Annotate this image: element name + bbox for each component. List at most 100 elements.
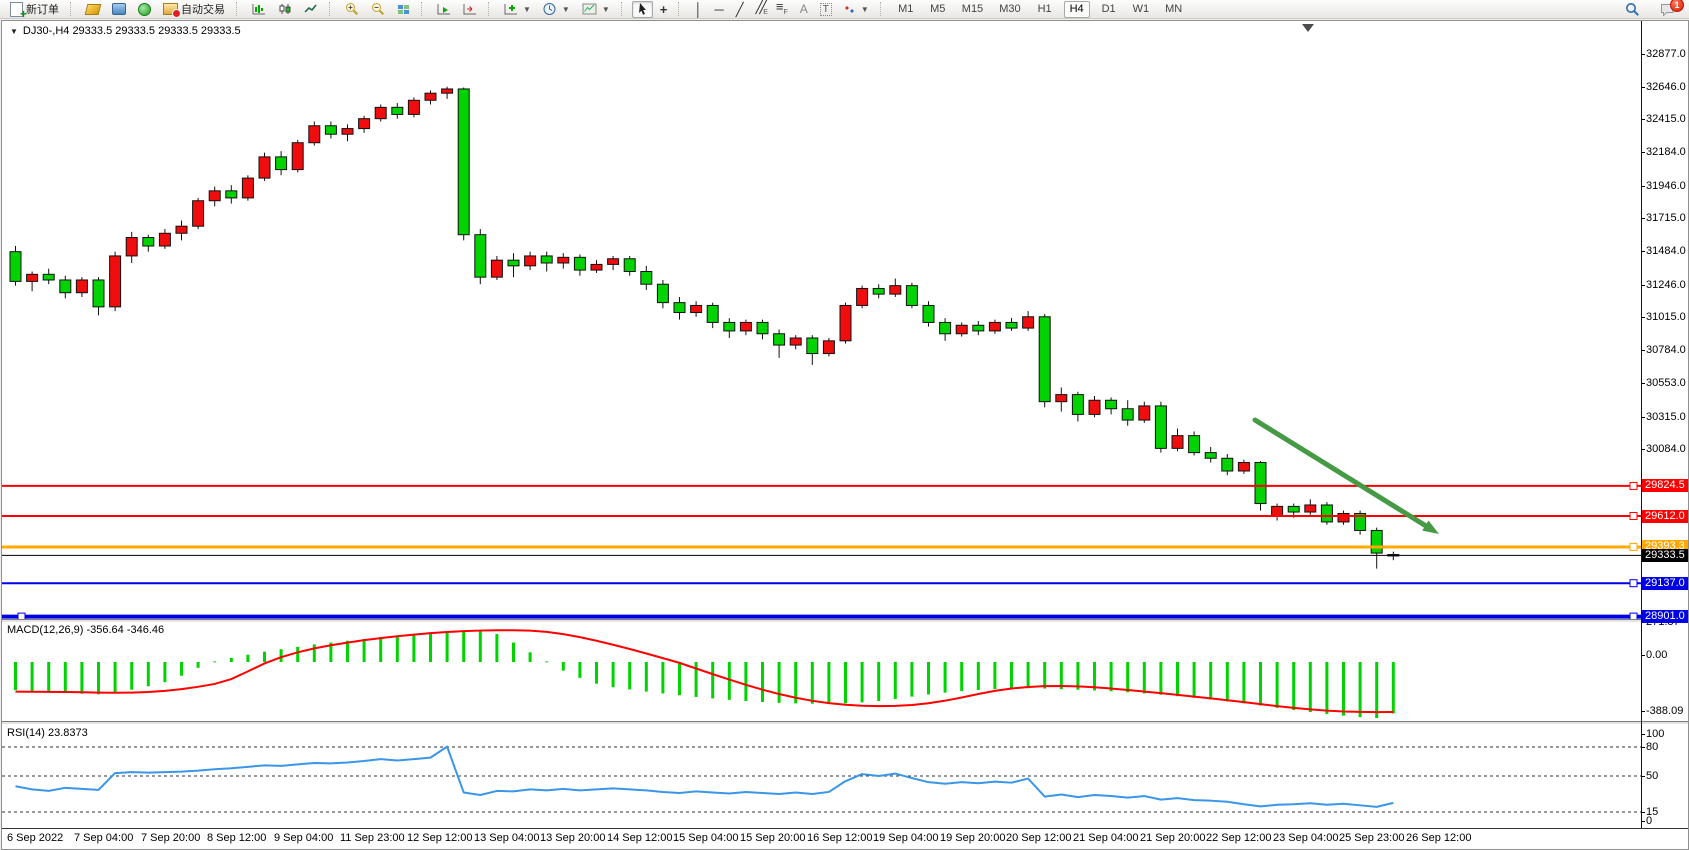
- equidistant-channel-button[interactable]: ╱╱E: [751, 0, 769, 18]
- tile-windows-icon: [398, 4, 409, 14]
- rsi-axis-label: 15: [1641, 806, 1659, 818]
- vertical-line-button[interactable]: │: [689, 1, 707, 18]
- time-label: 6 Sep 2022: [7, 832, 64, 844]
- macd-axis-label: -388.09: [1641, 705, 1684, 717]
- timeframe-MN[interactable]: MN: [1160, 1, 1187, 18]
- chart-title-text: DJ30-,H4 29333.5 29333.5 29333.5 29333.5: [22, 25, 241, 37]
- time-label: 25 Sep 23:00: [1339, 832, 1405, 844]
- timeframe-H4[interactable]: H4: [1063, 0, 1090, 18]
- search-icon: [1626, 2, 1639, 16]
- time-label: 21 Sep 04:00: [1073, 832, 1139, 844]
- bar-chart-button[interactable]: [247, 1, 271, 18]
- navigator-button[interactable]: [107, 1, 131, 18]
- time-label: 14 Sep 12:00: [607, 832, 673, 844]
- line-chart-button[interactable]: [299, 1, 323, 18]
- macd-signal-line: [15, 629, 1394, 714]
- price-line-badge: 29137.0: [1642, 576, 1688, 590]
- candles-layer: [9, 86, 1400, 569]
- price-tick: 30315.0: [1642, 410, 1686, 423]
- price-tick: 31246.0: [1642, 278, 1686, 291]
- timeframe-M30[interactable]: M30: [994, 1, 1025, 18]
- periods-button[interactable]: ▼: [538, 1, 575, 18]
- time-label: 9 Sep 04:00: [274, 832, 334, 844]
- text-button[interactable]: A: [795, 1, 813, 18]
- fibonacci-button[interactable]: ≡F: [771, 0, 793, 18]
- toolbar-separator: [236, 2, 241, 16]
- chart-menu-icon[interactable]: ▼: [10, 27, 18, 36]
- autotrading-button[interactable]: 自动交易: [158, 1, 230, 18]
- timeframe-D1[interactable]: D1: [1096, 1, 1122, 18]
- panel-divider[interactable]: [2, 619, 1688, 620]
- trend-arrow-head: [1422, 520, 1439, 534]
- price-chart-canvas[interactable]: [2, 21, 1641, 619]
- crosshair-button[interactable]: +: [655, 1, 673, 18]
- search-button[interactable]: [1620, 1, 1645, 18]
- time-label: 23 Sep 04:00: [1273, 832, 1339, 844]
- signals-button[interactable]: [133, 1, 156, 18]
- trendline-button[interactable]: ╱: [731, 1, 749, 18]
- cursor-icon: [638, 2, 646, 15]
- tile-windows-button[interactable]: [392, 1, 415, 18]
- toolbar-separator: [620, 2, 626, 16]
- price-tick: 30784.0: [1642, 344, 1686, 357]
- price-axis[interactable]: 32877.0 32646.0 32415.0 32184.0 31946.0 31715…: [1641, 21, 1688, 828]
- price-line-badge: 29612.0: [1642, 509, 1688, 523]
- notifications-button[interactable]: 1: [1655, 0, 1684, 18]
- macd-label: MACD(12,26,9) -356.64 -346.46: [7, 624, 165, 636]
- auto-scroll-button[interactable]: [432, 1, 456, 18]
- zoom-out-button[interactable]: [366, 1, 390, 18]
- trendline-icon: ╱: [735, 1, 744, 17]
- chart-window: ▼ DJ30-,H4 29333.5 29333.5 29333.5 29333.…: [1, 20, 1689, 850]
- current-price-badge: 29333.5: [1642, 548, 1688, 562]
- time-label: 21 Sep 20:00: [1140, 832, 1206, 844]
- chevron-down-icon: ▼: [601, 4, 610, 14]
- time-label: 15 Sep 20:00: [740, 832, 806, 844]
- macd-axis-label: 0.00: [1641, 649, 1668, 661]
- time-label: 20 Sep 12:00: [1006, 832, 1072, 844]
- price-tick: 31715.0: [1642, 212, 1686, 225]
- toolbar-separator: [678, 2, 683, 16]
- price-line-badge: 28901.0: [1642, 610, 1688, 624]
- chart-shift-icon: [463, 4, 476, 15]
- autotrading-icon: [163, 3, 181, 18]
- panel-divider-strip: [2, 620, 1688, 622]
- timeframe-M15[interactable]: M15: [957, 1, 988, 18]
- text-label-button[interactable]: T: [815, 1, 837, 18]
- rsi-label: RSI(14) 23.8373: [7, 727, 88, 739]
- horizontal-line-button[interactable]: ─: [709, 1, 728, 18]
- timeframe-W1[interactable]: W1: [1128, 1, 1155, 18]
- zoom-in-button[interactable]: [340, 1, 364, 18]
- new-order-button[interactable]: 新订单: [5, 1, 64, 21]
- rsi-axis-label: 80: [1641, 741, 1659, 753]
- market-watch-button[interactable]: [81, 1, 105, 18]
- new-order-icon: [10, 1, 27, 21]
- timeframe-M5[interactable]: M5: [925, 1, 951, 18]
- text-label-icon: T: [819, 2, 832, 16]
- time-axis[interactable]: 6 Sep 2022 7 Sep 04:00 7 Sep 20:00 8 Sep 12…: [2, 829, 1688, 849]
- indicators-button[interactable]: ▼: [499, 1, 536, 18]
- signals-icon: [138, 2, 151, 16]
- toolbar-right-group: 1: [1619, 0, 1685, 18]
- equidistant-channel-icon: ╱╱E: [755, 0, 768, 16]
- macd-canvas[interactable]: [2, 622, 1641, 720]
- chevron-down-icon: ▼: [561, 4, 570, 14]
- templates-button[interactable]: ▼: [577, 1, 615, 18]
- time-label: 22 Sep 12:00: [1206, 832, 1272, 844]
- time-label: 19 Sep 20:00: [940, 832, 1006, 844]
- cursor-button[interactable]: [631, 0, 653, 18]
- timeframe-H1[interactable]: H1: [1032, 1, 1058, 18]
- time-axis-border: [2, 828, 1688, 829]
- chart-shift-button[interactable]: [458, 1, 482, 18]
- main-toolbar: 新订单 自动交易 ▼ ▼ ▼ + │ ─ ╱ ╱╱E ≡F A T ▼ M1 M5…: [0, 0, 1689, 21]
- autotrading-label: 自动交易: [181, 4, 225, 16]
- rsi-canvas[interactable]: [2, 724, 1641, 828]
- hlines-layer[interactable]: [2, 481, 1641, 619]
- candlestick-chart-button[interactable]: [273, 1, 297, 18]
- arrows-button[interactable]: ▼: [839, 1, 874, 18]
- chart-shift-marker[interactable]: [1302, 24, 1314, 32]
- timeframe-M1[interactable]: M1: [893, 1, 919, 18]
- notification-badge: 1: [1670, 0, 1684, 12]
- hline-handle: [1629, 542, 1638, 551]
- panel-divider[interactable]: [2, 721, 1688, 722]
- price-axis-border: [1641, 21, 1642, 828]
